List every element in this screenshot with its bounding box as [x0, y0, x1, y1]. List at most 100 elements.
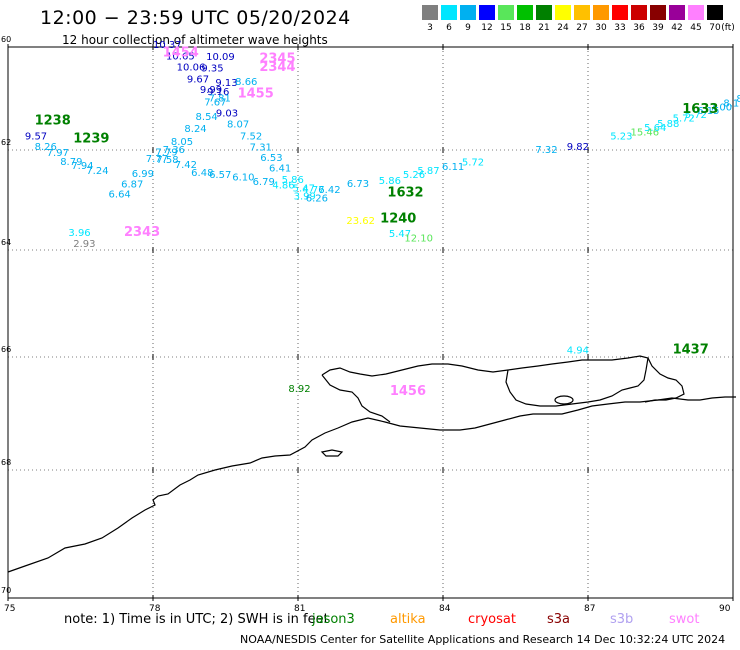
legend-label: 12 [481, 23, 493, 33]
legend-label: 6 [446, 23, 452, 33]
wave-height-label: 9.13 [215, 78, 237, 89]
pass-time-label: 2344 [259, 60, 295, 75]
wave-height-label: 6.11 [442, 162, 464, 173]
lon-label: 78 [149, 604, 161, 614]
wave-height-label: 7.94 [71, 161, 93, 172]
wave-height-label: 5.72 [673, 114, 695, 125]
peninsula-coast [321, 355, 685, 403]
legend-unit: (ft) [721, 23, 735, 33]
satellite-name: s3a [547, 612, 571, 627]
wave-height-label: 12.10 [404, 234, 433, 245]
satellite-name: altika [390, 612, 426, 627]
lon-label: 90 [719, 604, 731, 614]
wave-height-label: 6.53 [260, 153, 282, 164]
lon-label: 87 [584, 604, 596, 614]
wave-height-label: 5.47 [293, 184, 315, 195]
wave-height-label: 6.79 [253, 177, 275, 188]
legend-swatch [650, 5, 666, 20]
lon-label: 81 [294, 604, 306, 614]
footer-credit: NOAA/NESDIS Center for Satellite Applica… [240, 633, 726, 646]
legend-label: 39 [652, 23, 664, 33]
lat-label: 68 [1, 458, 12, 467]
legend-swatch [574, 5, 590, 20]
note-text: note: 1) Time is in UTC; 2) SWH is in fe… [64, 612, 329, 627]
legend-label: 36 [633, 23, 645, 33]
wave-height-label: 10.37 [153, 40, 182, 51]
legend-swatch [631, 5, 647, 20]
wave-height-label: 7.32 [535, 145, 557, 156]
legend-swatch [460, 5, 476, 20]
legend-swatch [593, 5, 609, 20]
wave-height-label: 7.81 [209, 94, 231, 105]
wave-height-label: 5.64 [644, 123, 666, 134]
wave-height-label: 7.31 [250, 143, 272, 154]
wave-height-label: 9.82 [567, 142, 589, 153]
wave-height-label: 6.41 [269, 164, 291, 175]
lat-lon-grid [7, 44, 734, 601]
satellite-name: s3b [610, 612, 634, 627]
wave-height-label: 9.57 [25, 132, 47, 143]
wave-height-label: 23.62 [346, 216, 375, 227]
coastline [7, 355, 736, 573]
wave-height-label: 15.46 [631, 128, 660, 139]
wave-height-label: 10.09 [206, 52, 235, 63]
wave-height-label: 5.72 [462, 158, 484, 169]
wave-height-label: 8.26 [35, 142, 57, 153]
wave-height-label: 7.00 [710, 102, 732, 113]
small-island [554, 395, 574, 405]
wave-height-label: 5.47 [389, 229, 411, 240]
satellite-name: cryosat [468, 612, 516, 627]
legend-swatch [536, 5, 552, 20]
wave-height-label: 6.10 [232, 173, 254, 184]
legend-label: 15 [500, 23, 512, 33]
wave-height-label: 10.06 [177, 63, 206, 74]
wave-height-label: 8.24 [184, 124, 206, 135]
wave-height-label: 9.99 [200, 85, 222, 96]
mainland-coast [7, 396, 736, 573]
lat-label: 66 [1, 345, 12, 354]
page-subtitle: 12 hour collection of altimeter wave hei… [62, 33, 328, 47]
wave-height-label: 7.97 [47, 148, 69, 159]
pass-time-label: 1437 [673, 342, 709, 357]
wave-height-label: 4.86 [272, 181, 294, 192]
pass-time-label: 1454 [163, 45, 199, 60]
wave-height-label: 4.77 [302, 185, 324, 196]
wave-height-label: 7.79 [155, 148, 177, 159]
legend-swatch [517, 5, 533, 20]
legend-label: 3 [427, 23, 433, 33]
wave-height-label: 6.87 [121, 180, 143, 191]
legend-swatch [707, 5, 723, 20]
gulf-coast [505, 357, 649, 407]
wave-height-label: 8.29 [736, 94, 740, 105]
wave-height-label: 8.12 [723, 99, 740, 110]
wave-height-label: 7.67 [204, 98, 226, 109]
pass-time-label: 2343 [124, 225, 160, 240]
wave-height-label: 5.86 [282, 175, 304, 186]
wave-height-label: 8.79 [60, 157, 82, 168]
wave-height-label: 9.67 [187, 75, 209, 86]
legend-label: 9 [465, 23, 471, 33]
wave-height-label: 8.05 [171, 137, 193, 148]
wave-height-label: 8.54 [196, 112, 218, 123]
legend-label: 30 [595, 23, 607, 33]
wave-height-label: 8.66 [235, 77, 257, 88]
wave-height-label: 7.24 [86, 166, 108, 177]
legend-swatch [441, 5, 457, 20]
legend-swatch [555, 5, 571, 20]
wave-height-label: 6.15 [697, 106, 719, 117]
wave-height-label: 8.92 [288, 384, 310, 395]
page-title: 12:00 − 23:59 UTC 05/20/2024 [40, 7, 351, 29]
legend-swatch [612, 5, 628, 20]
wave-height-label: 5.23 [610, 132, 632, 143]
wave-height-label: 7.52 [240, 132, 262, 143]
pass-time-label: 1238 [35, 113, 71, 128]
wave-height-label: 5.88 [657, 119, 679, 130]
pass-time-label: 1240 [380, 212, 416, 227]
legend-label: 27 [576, 23, 588, 33]
lon-label: 75 [4, 604, 16, 614]
satellite-name: swot [669, 612, 700, 627]
legend-label: 18 [519, 23, 531, 33]
peninsula-inner [321, 374, 391, 423]
wave-height-label: 6.64 [109, 190, 131, 201]
